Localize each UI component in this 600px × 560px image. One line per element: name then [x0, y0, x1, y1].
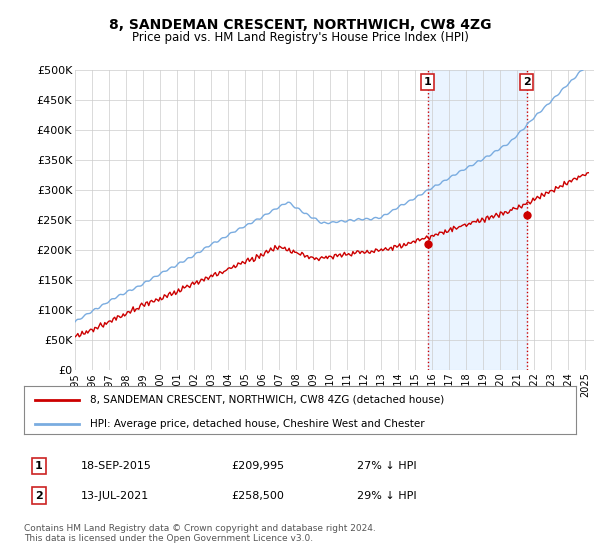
- Text: 18-SEP-2015: 18-SEP-2015: [81, 461, 152, 471]
- Text: Price paid vs. HM Land Registry's House Price Index (HPI): Price paid vs. HM Land Registry's House …: [131, 31, 469, 44]
- Text: 13-JUL-2021: 13-JUL-2021: [81, 491, 149, 501]
- Text: 29% ↓ HPI: 29% ↓ HPI: [357, 491, 416, 501]
- Text: 2: 2: [35, 491, 43, 501]
- Text: 8, SANDEMAN CRESCENT, NORTHWICH, CW8 4ZG: 8, SANDEMAN CRESCENT, NORTHWICH, CW8 4ZG: [109, 18, 491, 32]
- Text: 8, SANDEMAN CRESCENT, NORTHWICH, CW8 4ZG (detached house): 8, SANDEMAN CRESCENT, NORTHWICH, CW8 4ZG…: [90, 395, 445, 405]
- Text: 1: 1: [424, 77, 431, 87]
- Text: Contains HM Land Registry data © Crown copyright and database right 2024.
This d: Contains HM Land Registry data © Crown c…: [24, 524, 376, 543]
- Text: 27% ↓ HPI: 27% ↓ HPI: [357, 461, 416, 471]
- Text: HPI: Average price, detached house, Cheshire West and Chester: HPI: Average price, detached house, Ches…: [90, 418, 425, 428]
- Text: £258,500: £258,500: [231, 491, 284, 501]
- Text: 2: 2: [523, 77, 530, 87]
- Text: 1: 1: [35, 461, 43, 471]
- Text: £209,995: £209,995: [231, 461, 284, 471]
- Bar: [428, 70, 527, 370]
